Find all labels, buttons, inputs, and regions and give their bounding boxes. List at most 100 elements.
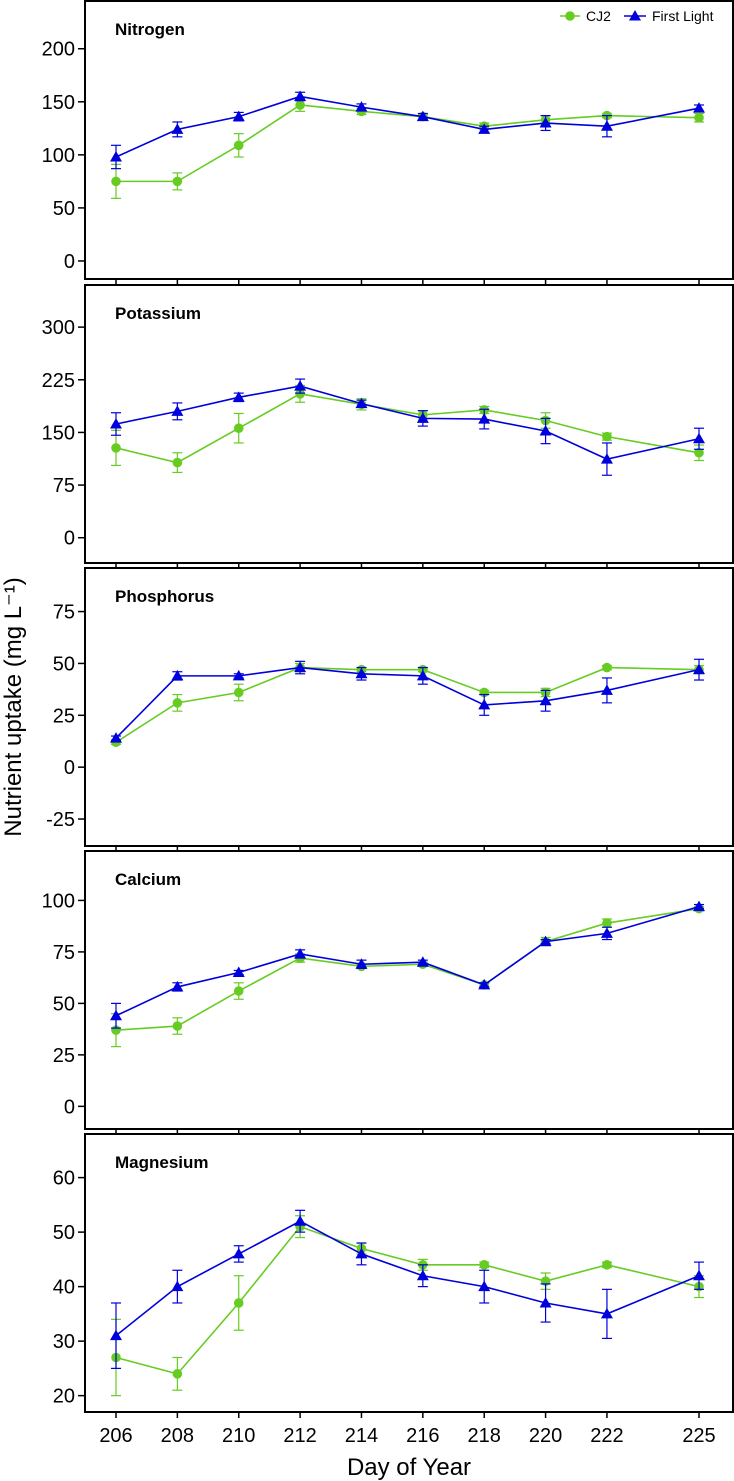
x-tick-label: 214	[345, 1425, 378, 1447]
x-tick-label: 216	[406, 1425, 439, 1447]
data-point	[602, 662, 612, 673]
y-tick-label: 75	[53, 475, 75, 497]
data-point	[233, 140, 244, 151]
panel-title-nitrogen: Nitrogen	[115, 20, 185, 39]
data-point	[539, 694, 552, 706]
data-point	[171, 669, 184, 681]
data-point	[416, 110, 429, 122]
panel-calcium: 0 25 50 75 100 Calcium	[42, 850, 734, 1135]
data-point	[172, 698, 183, 708]
series-line	[115, 392, 700, 464]
data-point	[693, 1269, 705, 1281]
data-point	[478, 698, 491, 710]
data-point	[110, 1329, 122, 1341]
y-tick-label: 50	[53, 1222, 75, 1244]
data-point	[600, 453, 613, 464]
y-tick-label: 200	[42, 39, 75, 61]
data-point	[233, 986, 244, 996]
data-point	[233, 1298, 244, 1308]
y-tick-label: 100	[42, 145, 75, 167]
legend-marker-first-light	[629, 10, 641, 21]
panel-frame	[84, 1133, 734, 1413]
data-point	[693, 663, 705, 675]
data-point	[110, 418, 122, 429]
data-point	[233, 687, 244, 698]
y-tick-label: 225	[42, 370, 75, 392]
y-tick-label: 0	[64, 251, 75, 273]
series-line	[115, 666, 700, 743]
data-point	[693, 432, 705, 444]
data-point	[172, 1021, 183, 1031]
series-first-light	[110, 378, 705, 476]
data-point	[600, 684, 613, 695]
x-axis: 206 208 210 212 214 216 218 220 222 225	[99, 1425, 715, 1447]
data-point	[232, 110, 245, 122]
y-tick-label: 60	[53, 1168, 75, 1190]
data-point	[172, 1369, 183, 1379]
data-point	[295, 389, 305, 399]
data-point	[539, 425, 552, 436]
data-point	[416, 956, 429, 967]
data-point	[539, 117, 552, 128]
data-point	[355, 667, 368, 679]
data-point	[294, 661, 307, 673]
series-line	[115, 907, 700, 1031]
data-point	[110, 732, 122, 743]
y-tick-label: 0	[64, 757, 75, 779]
panel-title-phosphorus: Phosphorus	[115, 587, 214, 606]
data-point	[355, 397, 368, 409]
y-tick-label: 30	[53, 1331, 75, 1353]
data-point	[110, 1009, 122, 1021]
data-point	[694, 112, 704, 123]
panels-layer: 050100150200Nitrogen075150225300Potassiu…	[42, 0, 734, 1418]
panel-frame	[84, 850, 734, 1130]
panel-title-magnesium: Magnesium	[115, 1153, 209, 1172]
data-point	[172, 176, 183, 187]
panel-phosphorus: -25 0 25 50 75 Phosphorus	[46, 567, 734, 852]
data-point	[416, 1269, 429, 1281]
data-point	[172, 457, 183, 468]
series-first-light	[110, 900, 705, 1029]
series-line	[115, 95, 700, 158]
data-point	[295, 100, 305, 110]
data-point	[355, 958, 368, 969]
x-tick-label: 225	[682, 1425, 715, 1447]
x-tick-label: 210	[222, 1425, 255, 1447]
data-point	[600, 1307, 613, 1319]
series-line	[116, 104, 700, 183]
series-first-light	[110, 1209, 705, 1369]
y-tick-label: 75	[53, 602, 75, 624]
series-line	[115, 666, 700, 739]
y-tick-label: 50	[53, 653, 75, 675]
data-point	[478, 978, 491, 990]
series-line	[115, 1220, 700, 1337]
panel-frame	[84, 0, 734, 280]
legend-marker-cj2	[565, 11, 575, 21]
data-point	[539, 1296, 552, 1308]
data-point	[479, 1260, 490, 1270]
y-tick-label: 150	[42, 92, 75, 114]
panel-magnesium: 20 30 40 50 60 Magnesium	[53, 1133, 734, 1418]
y-tick-label: 25	[53, 1045, 75, 1067]
data-point	[171, 123, 184, 134]
data-point	[600, 927, 613, 938]
y-tick-label: 40	[53, 1277, 75, 1299]
data-point	[110, 150, 122, 162]
series-first-light	[110, 658, 705, 743]
panel-frame	[84, 567, 734, 847]
y-tick-label: -25	[46, 809, 75, 831]
x-tick-label: 208	[161, 1425, 194, 1447]
y-tick-label: 100	[42, 890, 75, 912]
y-tick-label: 300	[42, 317, 75, 339]
panel-nitrogen: 0 50 100 150 200 Nitrogen	[42, 0, 734, 285]
series-line	[115, 385, 700, 460]
data-point	[232, 966, 245, 977]
data-point	[539, 935, 552, 947]
series-line	[115, 1225, 700, 1375]
data-point	[294, 947, 307, 959]
data-point	[602, 431, 612, 442]
legend-label-first-light: First Light	[652, 8, 714, 24]
data-point	[294, 380, 307, 391]
data-point	[416, 669, 429, 681]
series-line	[115, 905, 700, 1017]
